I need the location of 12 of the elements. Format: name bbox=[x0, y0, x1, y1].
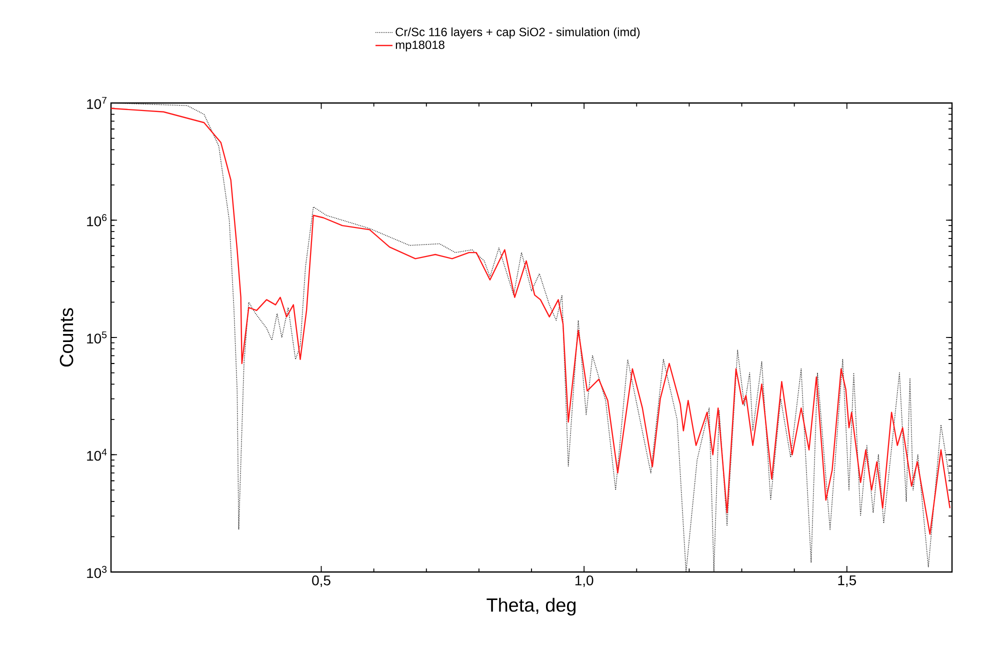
y-tick-label: 10$^{7}$ bbox=[87, 96, 106, 110]
y-tick-label: 10$^{4}$ bbox=[87, 448, 107, 461]
x-tick-label: 1,5 bbox=[838, 576, 856, 587]
y-tick-label: 10$^{6}$ bbox=[87, 214, 107, 226]
y-axis-title: Counts bbox=[60, 308, 74, 367]
legend-label: Cr/Sc 116 layers + cap SiO2 - simulation (imd) bbox=[396, 27, 640, 39]
y-tick-label: 10$^{3}$ bbox=[87, 566, 107, 578]
x-tick-label: 0,5 bbox=[312, 575, 330, 588]
legend-label: mp18018 bbox=[396, 40, 444, 52]
x-axis-title: Theta, deg bbox=[486, 598, 576, 616]
y-tick-label: 10$^{5}$ bbox=[87, 331, 107, 344]
x-tick-label: 1,0 bbox=[575, 575, 594, 588]
